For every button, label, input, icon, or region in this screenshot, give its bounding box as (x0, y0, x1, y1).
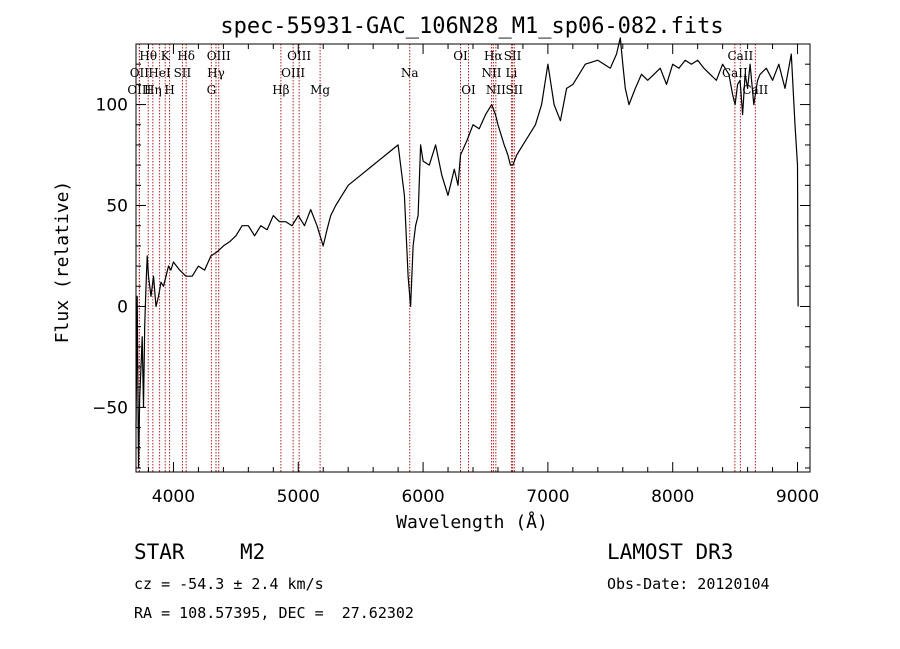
spectral-line-label: Hδ (177, 49, 195, 63)
spectral-line-label: Na (401, 66, 419, 80)
spectral-line-label: CaII (722, 66, 748, 80)
spectral-line-label: Hα (484, 49, 503, 63)
spectral-line-label: Hβ (272, 83, 289, 97)
spectral-line-label: OI (453, 49, 468, 63)
spectral-line-label: OIII (287, 49, 311, 63)
spectral-line-label: Hθ (139, 49, 157, 63)
spectral-line-label: CaII (727, 49, 753, 63)
redshift-velocity: cz = -54.3 ± 2.4 km/s (134, 575, 324, 593)
spectral-line-label: NII (486, 83, 506, 97)
survey-name: LAMOST DR3 (607, 540, 734, 564)
object-subclass: M2 (240, 540, 266, 564)
spectral-line-label: NII (481, 66, 501, 80)
sky-coordinates: RA = 108.57395, DEC = 27.62302 (134, 604, 414, 622)
spectral-line-label: K (161, 49, 171, 63)
object-class: STAR (134, 540, 185, 564)
spectral-line-label: H (164, 83, 174, 97)
spectral-line-label: OII (130, 66, 150, 80)
spectral-line-label: Mg (310, 83, 330, 97)
y-tick-label: −50 (92, 398, 128, 418)
x-tick-label: 9000 (776, 487, 819, 507)
y-axis-label: Flux (relative) (52, 181, 73, 344)
series-layer (135, 37, 799, 469)
observation-date: Obs-Date: 20120104 (607, 575, 770, 593)
x-tick-label: 7000 (526, 487, 569, 507)
spectral-line-label: Hγ (207, 66, 225, 80)
y-tick-label: 50 (106, 197, 128, 217)
spectral-line-label: SII (505, 83, 523, 97)
x-axis-label: Wavelength (Å) (396, 511, 548, 533)
spectrum-line (135, 37, 799, 469)
axis-ticks: 4000 5000 6000 7000 8000 9000 −50 0 50 100 (92, 44, 819, 507)
plot-frame (135, 43, 811, 473)
spectral-line-label: OIII (207, 49, 231, 63)
chart-title: spec-55931-GAC_106N28_M1_sp06-082.fits (220, 14, 723, 39)
y-tick-label: 100 (96, 96, 128, 116)
x-tick-label: 5000 (277, 487, 320, 507)
spectral-line-label: Li (506, 66, 518, 80)
spectral-line-label: CaII (742, 83, 768, 97)
x-tick-label: 8000 (651, 487, 694, 507)
spectral-line-label: HeI (148, 66, 171, 80)
spectral-line-label: OIII (127, 83, 151, 97)
x-tick-label: 4000 (152, 487, 195, 507)
spectral-line-label: OIII (281, 66, 305, 80)
spectral-line-label: OI (461, 83, 476, 97)
spectral-line-label: Hη (144, 83, 162, 97)
y-tick-label: 0 (117, 297, 128, 317)
x-tick-label: 6000 (401, 487, 444, 507)
spectral-line-label: SII (174, 66, 192, 80)
line-marks (138, 44, 756, 472)
spectral-line-label: G (207, 83, 217, 97)
spectral-line-label: SII (504, 49, 522, 63)
